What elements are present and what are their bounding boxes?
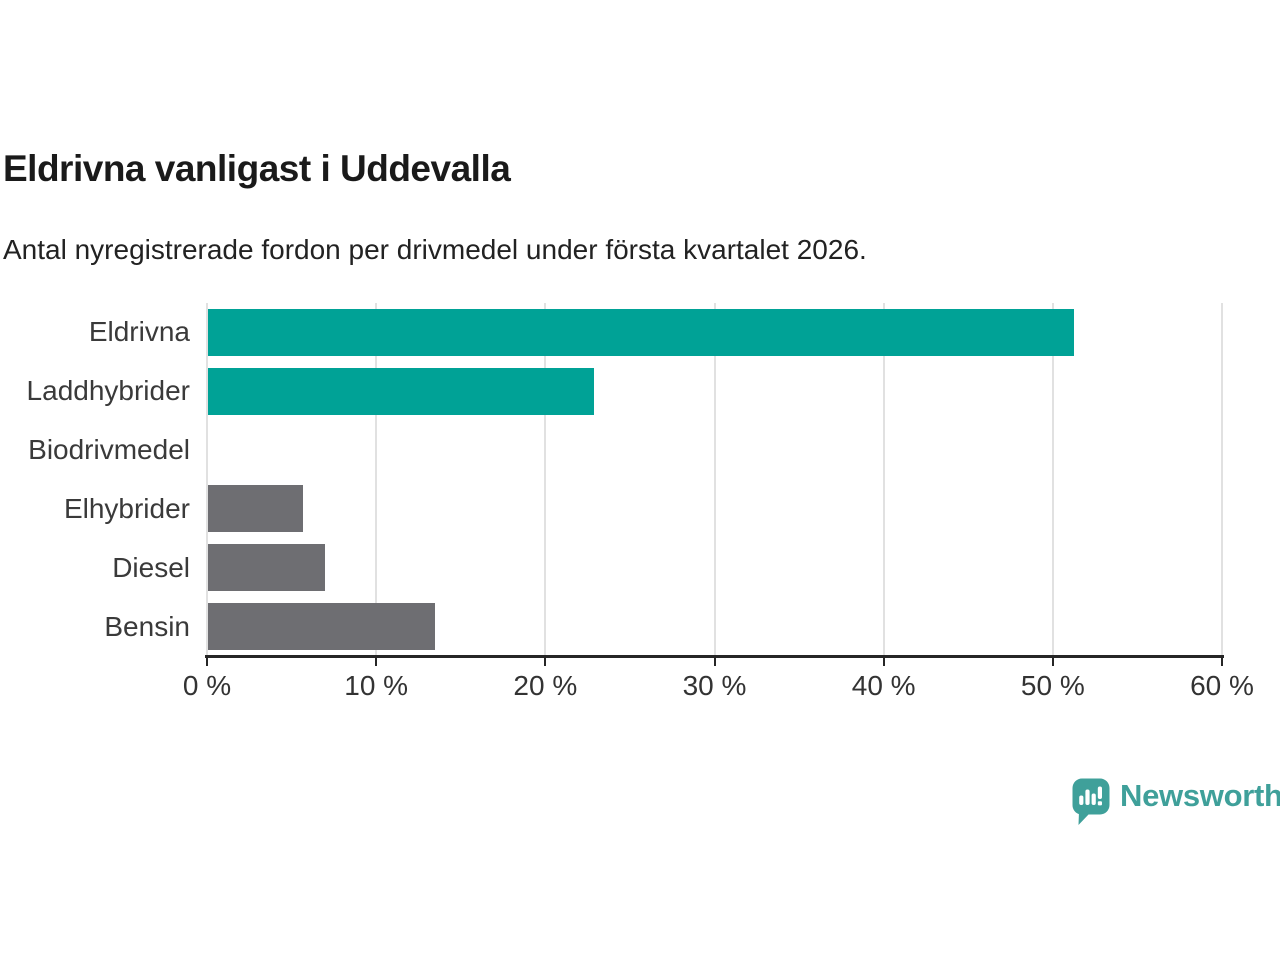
x-axis-tick-label: 0 % (182, 670, 232, 701)
category-label-bensin: Bensin (104, 610, 190, 642)
plot-area (206, 303, 1223, 656)
category-label-eldrivna: Eldrivna (88, 316, 190, 348)
x-axis-tick-label: 30 % (682, 670, 747, 701)
newsworthy-wordmark: Newsworthy (1120, 778, 1280, 813)
x-axis-tick-label: 10 % (344, 670, 409, 701)
bar-diesel (208, 544, 325, 592)
x-axis-tick-label: 20 % (513, 670, 578, 701)
x-axis-tick (882, 658, 885, 666)
x-axis-tick (713, 658, 716, 666)
x-axis-line (205, 655, 1224, 658)
category-label-elhybrider: Elhybrider (63, 492, 190, 524)
x-axis-tick (206, 658, 208, 666)
bar-bensin (208, 603, 435, 651)
x-axis-tick-label: 40 % (851, 670, 916, 701)
x-axis-tick (1051, 658, 1054, 666)
gridline (375, 303, 378, 656)
chart-title: Eldrivna vanligast i Uddevalla (3, 148, 511, 189)
category-label-biodrivmedel: Biodrivmedel (28, 434, 190, 466)
newsworthy-logo: Newsworthy (1071, 777, 1280, 826)
gridline (206, 303, 208, 656)
x-axis-tick (544, 658, 547, 666)
bar-laddhybrider (208, 367, 594, 415)
bar-elhybrider (208, 485, 303, 533)
gridline (1051, 303, 1054, 656)
x-axis-tick-label: 60 % (1190, 670, 1254, 701)
gridline (1221, 303, 1223, 656)
bar-eldrivna (208, 308, 1075, 356)
gridline (713, 303, 716, 656)
newsworthy-speech-bubble-chart-icon (1072, 778, 1110, 825)
chart-subtitle: Antal nyregistrerade fordon per drivmede… (3, 234, 867, 265)
gridline (544, 303, 547, 656)
x-axis-tick (1221, 658, 1223, 666)
gridline (882, 303, 885, 656)
x-axis-tick (375, 658, 378, 666)
category-label-laddhybrider: Laddhybrider (26, 375, 190, 407)
category-label-diesel: Diesel (112, 551, 190, 583)
x-axis-tick-label: 50 % (1020, 670, 1085, 701)
